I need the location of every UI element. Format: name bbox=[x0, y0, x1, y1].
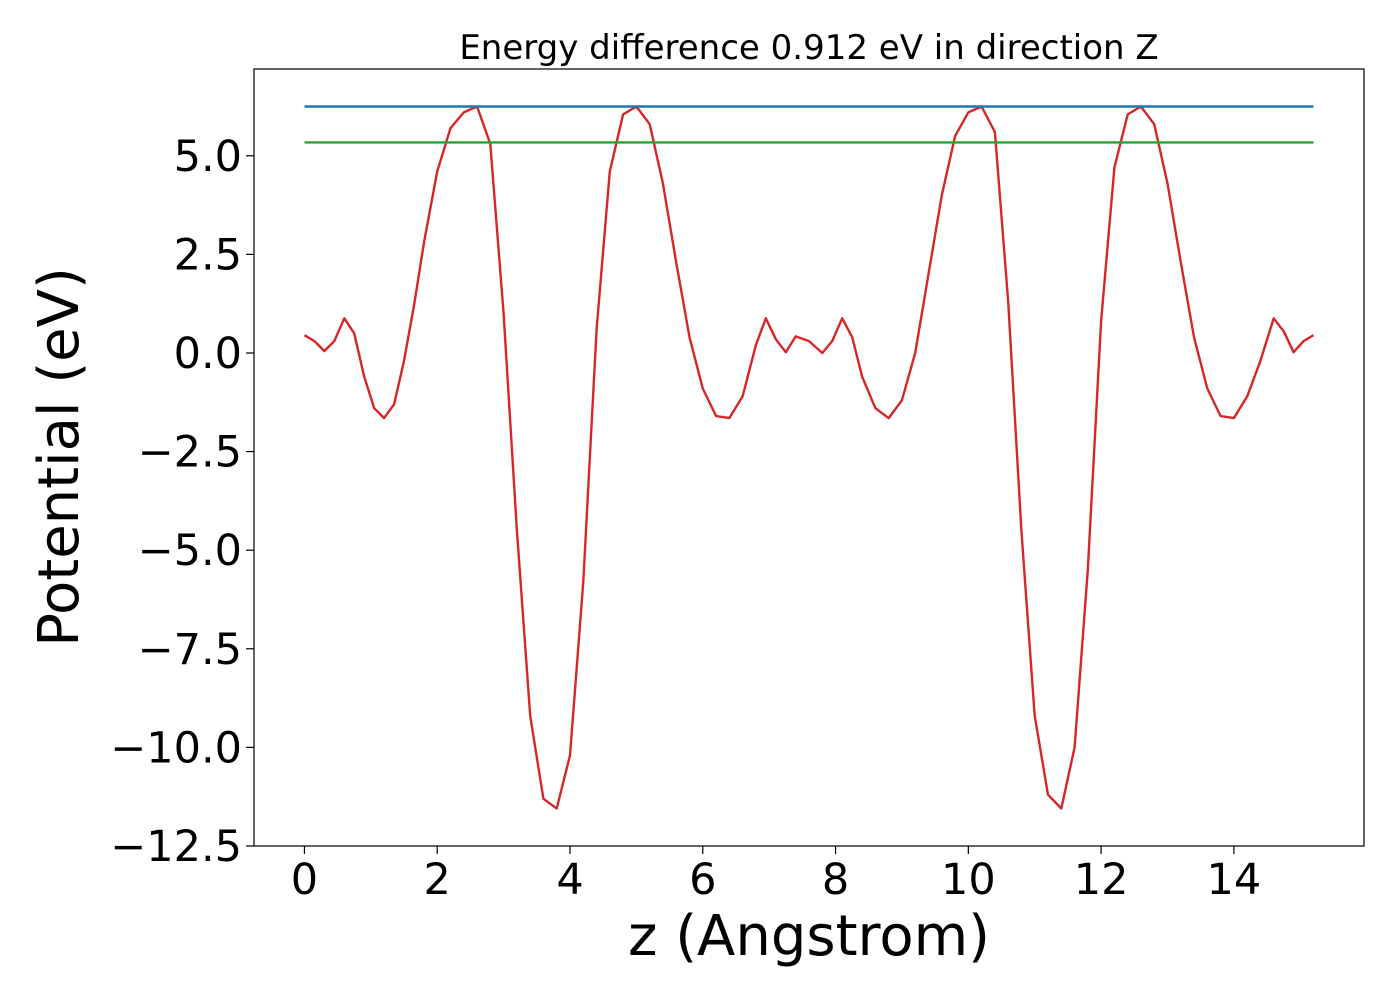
plot-series bbox=[303, 105, 1315, 810]
series-line-0 bbox=[303, 105, 1315, 810]
y-tick-label: 5.0 bbox=[174, 132, 242, 182]
x-axis-label: z (Angstrom) bbox=[628, 904, 990, 969]
x-tick-label: 0 bbox=[291, 855, 318, 905]
y-tick-label: −7.5 bbox=[138, 625, 242, 675]
plot-frame bbox=[253, 68, 1365, 847]
x-tick-label: 6 bbox=[689, 855, 716, 905]
x-tick-label: 12 bbox=[1074, 855, 1129, 905]
x-tick-label: 14 bbox=[1207, 855, 1262, 905]
y-axis-label: Potential (eV) bbox=[27, 267, 92, 647]
y-tick-label: −12.5 bbox=[110, 822, 242, 872]
y-axis: 5.0 2.5 0.0 −2.5 −5.0 −7.5 −10.0 −12.5 bbox=[110, 132, 254, 872]
x-axis: 0 2 4 6 8 10 12 14 bbox=[291, 846, 1261, 905]
y-tick-label: −5.0 bbox=[138, 526, 242, 576]
x-tick-label: 10 bbox=[941, 855, 996, 905]
x-tick-label: 8 bbox=[822, 855, 849, 905]
y-tick-label: 0.0 bbox=[174, 329, 242, 379]
y-tick-label: −2.5 bbox=[138, 428, 242, 478]
y-tick-label: 2.5 bbox=[174, 230, 242, 280]
x-tick-label: 2 bbox=[424, 855, 451, 905]
x-tick-label: 4 bbox=[556, 855, 583, 905]
y-tick-label: −10.0 bbox=[110, 723, 242, 773]
chart-title: Energy difference 0.912 eV in direction … bbox=[459, 28, 1158, 68]
